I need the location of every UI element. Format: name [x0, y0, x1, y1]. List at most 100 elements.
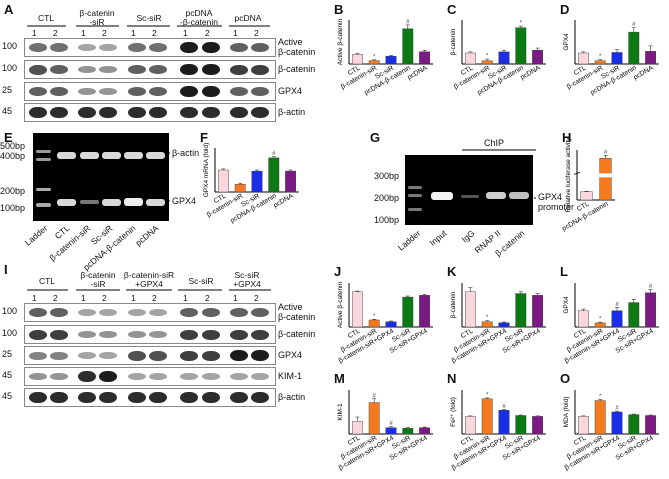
bar: [580, 191, 593, 201]
blot-band: [78, 392, 96, 403]
blot-band: [230, 65, 248, 75]
blot-band: [50, 43, 68, 52]
blot-band: [180, 330, 198, 340]
lane-number: 2: [102, 293, 107, 303]
blot-row-label: GPX4: [278, 85, 303, 96]
blot-band: [50, 107, 68, 118]
significance-mark: *: [520, 21, 523, 27]
bar-chart-k: β-cateninCTL*β-catenin-siRβ-catenin-siR+…: [450, 283, 546, 365]
blot-band: [230, 373, 248, 380]
bar-chart-j: Active β-cateninCTL*β-catenin-siRβ-caten…: [337, 281, 433, 365]
blot-strip: [24, 303, 276, 322]
blot-row-label: KIM-1: [278, 370, 303, 381]
x-tick-label: pcDNA: [272, 192, 295, 209]
bar: [351, 421, 363, 435]
group-header: pcDNA: [234, 13, 262, 23]
blot-band: [50, 65, 68, 74]
lane-number: 2: [205, 28, 210, 38]
bar: [532, 50, 544, 65]
bar: [645, 292, 657, 328]
axis-break-mark: [573, 171, 581, 175]
blot-band: [128, 43, 146, 52]
blot-band: [180, 107, 198, 118]
bar: [599, 158, 612, 201]
blot-band: [29, 352, 47, 360]
significance-mark: #: [406, 19, 410, 25]
blot-band: [78, 66, 96, 73]
bar: [645, 415, 657, 435]
bar: [402, 28, 414, 65]
blot-band: [149, 87, 167, 96]
bar-chart-f: GPX4 mRNA (fold)CTLβ-catenin-siRSc-siR#p…: [203, 143, 299, 225]
blot-band: [230, 308, 248, 317]
group-header: Sc-siR +GPX4: [233, 270, 261, 289]
lane-number: 2: [152, 28, 157, 38]
molecular-weight: 100: [2, 327, 18, 338]
blot-band: [202, 42, 220, 53]
blot-band: [149, 392, 167, 403]
molecular-weight: 100: [2, 62, 18, 73]
y-axis-label: GPX4: [563, 33, 570, 51]
bar: [419, 51, 431, 65]
blot-band: [251, 373, 269, 380]
bar: [594, 400, 606, 435]
lane-number: 1: [233, 293, 238, 303]
panel-letter-h: H: [562, 130, 572, 145]
blot-band: [50, 330, 68, 340]
blot-band: [180, 86, 198, 97]
bar: [594, 322, 606, 328]
blot-band: [78, 44, 96, 51]
bar: [368, 402, 380, 435]
blot-band: [50, 352, 68, 360]
chip-label: ChIP: [484, 138, 505, 148]
molecular-weight: 45: [2, 105, 13, 116]
blot-band: [99, 392, 117, 403]
ladder-mark: 300bp: [374, 171, 400, 181]
bar: [464, 416, 476, 435]
panel-letter-e: E: [4, 130, 13, 145]
blot-strip: [24, 103, 276, 122]
blot-row-label: GPX4: [278, 349, 303, 360]
molecular-weight: 45: [2, 369, 13, 380]
group-header: β-catenin -siR: [80, 270, 116, 289]
blot-band: [251, 350, 269, 361]
axis-break: [597, 173, 616, 178]
blot-band: [29, 373, 47, 380]
gel-band-label: GPX4 promoter: [538, 192, 575, 212]
blot-band: [149, 373, 167, 380]
blot-band: [202, 86, 220, 97]
panel-letter-a: A: [4, 2, 14, 17]
significance-mark: *: [599, 54, 602, 60]
blot-band: [180, 351, 198, 361]
molecular-weight: 100: [2, 40, 18, 51]
bar: [419, 427, 431, 435]
blot-band: [50, 373, 68, 380]
ladder-mark: 100bp: [0, 203, 26, 213]
blot-band: [29, 392, 47, 403]
blot-band: [202, 330, 220, 340]
blot-strip: [24, 346, 276, 365]
group-header: Sc-siR: [188, 276, 214, 286]
bar: [351, 54, 363, 65]
blot-band: [202, 64, 220, 75]
blot-band: [99, 352, 117, 359]
bar: [251, 170, 263, 193]
gel-image-e: [33, 133, 169, 221]
blot-band: [29, 43, 47, 52]
y-axis-label: Active β-catenin: [337, 281, 344, 328]
panel-letter-b: B: [334, 2, 344, 17]
lane-number: 1: [81, 293, 86, 303]
blot-band: [99, 331, 117, 338]
blot-band: [251, 65, 269, 75]
bar-chart-b: Active β-cateninCTL*β-catenin-siRSc-siR#…: [337, 18, 433, 97]
bar: [385, 55, 397, 65]
bar: [402, 428, 414, 435]
lane-number: 1: [131, 293, 136, 303]
bar: [611, 411, 623, 435]
bar: [234, 184, 246, 193]
x-tick-label: pcDNA: [406, 64, 429, 81]
significance-mark: #: [272, 151, 276, 157]
y-axis-label: KIM-1: [337, 403, 344, 421]
bar: [515, 293, 527, 328]
